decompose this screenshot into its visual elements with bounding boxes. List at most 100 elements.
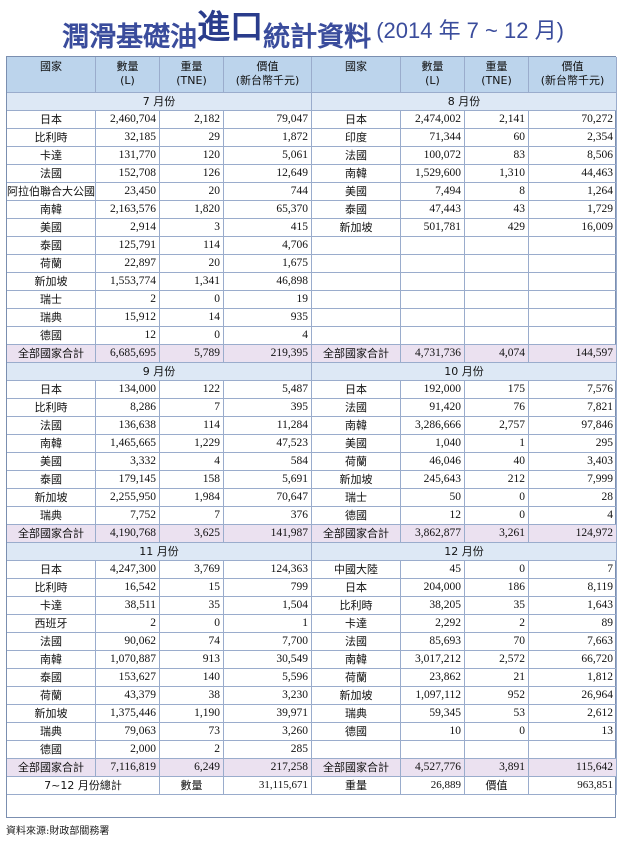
empty-cell <box>465 255 529 273</box>
country-cell: 南韓 <box>7 651 96 669</box>
table-row-half <box>312 273 617 291</box>
quantity-cell: 7,116,819 <box>96 759 160 777</box>
quantity-cell: 501,781 <box>401 219 465 237</box>
country-cell: 荷蘭 <box>7 687 96 705</box>
country-cell: 泰國 <box>7 471 96 489</box>
table-row-half: 日本 2,460,704 2,182 79,047 <box>7 111 312 129</box>
weight-cell: 2,757 <box>465 417 529 435</box>
weight-cell: 6,249 <box>160 759 224 777</box>
value-cell: 295 <box>529 435 617 453</box>
quantity-cell: 4,731,736 <box>401 345 465 363</box>
quantity-cell: 45 <box>401 561 465 579</box>
table-row-half: 泰國 47,443 43 1,729 <box>312 201 617 219</box>
quantity-cell: 85,693 <box>401 633 465 651</box>
weight-cell: 913 <box>160 651 224 669</box>
table-row-half: 新加坡 501,781 429 16,009 <box>312 219 617 237</box>
weight-cell: 0 <box>160 291 224 309</box>
quantity-cell: 2,460,704 <box>96 111 160 129</box>
weight-cell: 114 <box>160 417 224 435</box>
weight-cell: 158 <box>160 471 224 489</box>
value-cell: 1,872 <box>224 129 312 147</box>
weight-total: 26,889 <box>401 777 465 795</box>
weight-cell: 2 <box>160 741 224 759</box>
table-row-half: 全部國家合計 4,731,736 4,074 144,597 <box>312 345 617 363</box>
country-cell: 新加坡 <box>312 471 401 489</box>
weight-cell: 114 <box>160 237 224 255</box>
quantity-cell: 2,292 <box>401 615 465 633</box>
quantity-cell: 59,345 <box>401 705 465 723</box>
quantity-cell: 15,912 <box>96 309 160 327</box>
value-cell: 1,812 <box>529 669 617 687</box>
weight-cell: 122 <box>160 381 224 399</box>
table-row-half <box>312 327 617 345</box>
empty-cell <box>312 273 401 291</box>
table-row-half: 德國 12 0 4 <box>312 507 617 525</box>
country-cell: 印度 <box>312 129 401 147</box>
quantity-cell: 50 <box>401 489 465 507</box>
quantity-cell: 32,185 <box>96 129 160 147</box>
weight-cell: 429 <box>465 219 529 237</box>
weight-cell: 0 <box>465 561 529 579</box>
value-cell: 7,700 <box>224 633 312 651</box>
table-row-half: 比利時 16,542 15 799 <box>7 579 312 597</box>
quantity-cell: 1,375,446 <box>96 705 160 723</box>
quantity-cell: 12 <box>401 507 465 525</box>
table-row-half: 法國 85,693 70 7,663 <box>312 633 617 651</box>
country-cell: 日本 <box>312 111 401 129</box>
country-cell: 美國 <box>7 453 96 471</box>
weight-cell: 1,229 <box>160 435 224 453</box>
value-cell: 65,370 <box>224 201 312 219</box>
column-header: 國家 <box>7 57 96 93</box>
quantity-cell: 10 <box>401 723 465 741</box>
quantity-cell: 90,062 <box>96 633 160 651</box>
country-cell: 瑞士 <box>312 489 401 507</box>
quantity-cell: 7,752 <box>96 507 160 525</box>
weight-cell: 0 <box>465 723 529 741</box>
quantity-cell: 79,063 <box>96 723 160 741</box>
month-label: 12 月份 <box>312 543 617 561</box>
value-cell: 3,230 <box>224 687 312 705</box>
value-cell: 1 <box>224 615 312 633</box>
quantity-cell: 12 <box>96 327 160 345</box>
table-row-half: 日本 134,000 122 5,487 <box>7 381 312 399</box>
empty-cell <box>529 291 617 309</box>
weight-cell: 60 <box>465 129 529 147</box>
country-cell: 荷蘭 <box>7 255 96 273</box>
value-cell: 39,971 <box>224 705 312 723</box>
weight-cell: 212 <box>465 471 529 489</box>
column-header: 價值 (新台幣千元) <box>224 57 312 93</box>
value-cell: 79,047 <box>224 111 312 129</box>
value-cell: 5,691 <box>224 471 312 489</box>
empty-cell <box>529 237 617 255</box>
country-cell: 比利時 <box>312 597 401 615</box>
table-row-half: 全部國家合計 6,685,695 5,789 219,395 <box>7 345 312 363</box>
value-cell: 217,258 <box>224 759 312 777</box>
quantity-cell: 2,474,002 <box>401 111 465 129</box>
country-cell: 全部國家合計 <box>312 525 401 543</box>
country-cell: 新加坡 <box>312 687 401 705</box>
value-cell: 744 <box>224 183 312 201</box>
country-cell: 南韓 <box>312 651 401 669</box>
country-cell: 日本 <box>312 381 401 399</box>
empty-cell <box>465 273 529 291</box>
weight-cell: 1,820 <box>160 201 224 219</box>
weight-cell: 20 <box>160 183 224 201</box>
value-cell: 8,506 <box>529 147 617 165</box>
weight-cell: 35 <box>465 597 529 615</box>
empty-cell <box>401 255 465 273</box>
month-label: 7 月份 <box>7 93 312 111</box>
table-row-half: 法國 100,072 83 8,506 <box>312 147 617 165</box>
empty-cell <box>401 291 465 309</box>
empty-cell <box>529 273 617 291</box>
import-statistics-table: 國家 數量 (L) 重量 (TNE) 價值 (新台幣千元) 國家 數量 (L) 重量 (TN… <box>6 56 617 818</box>
table-row-half: 瑞典 15,912 14 935 <box>7 309 312 327</box>
quantity-cell: 2,000 <box>96 741 160 759</box>
table-row-half: 比利時 8,286 7 395 <box>7 399 312 417</box>
table-row-half: 卡達 38,511 35 1,504 <box>7 597 312 615</box>
weight-cell: 7 <box>160 507 224 525</box>
value-cell: 97,846 <box>529 417 617 435</box>
quantity-cell: 43,379 <box>96 687 160 705</box>
weight-cell: 73 <box>160 723 224 741</box>
country-cell: 瑞典 <box>7 309 96 327</box>
weight-cell: 1,190 <box>160 705 224 723</box>
